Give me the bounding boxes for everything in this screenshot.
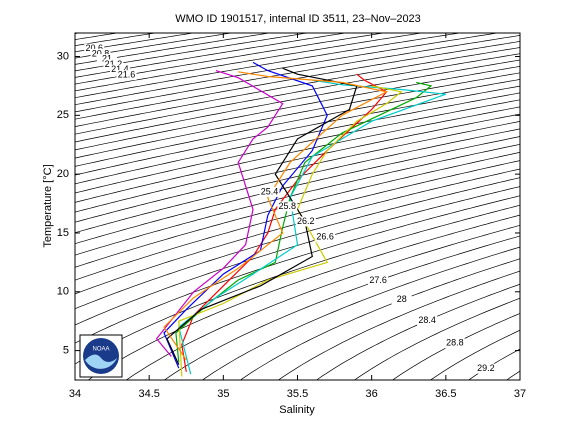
isopycnal — [75, 53, 520, 135]
isopycnal — [75, 59, 520, 143]
x-tick-label: 34 — [69, 388, 81, 400]
isopycnal — [75, 72, 520, 159]
isopycnal — [353, 297, 520, 380]
x-tick-label: 37 — [514, 388, 526, 400]
isopycnal — [75, 33, 348, 78]
isopycnal — [75, 79, 520, 167]
isopycnal — [75, 33, 120, 40]
y-tick-label: 10 — [57, 286, 69, 298]
y-tick-label: 20 — [57, 168, 69, 180]
contour-label-bg — [368, 275, 389, 286]
isopycnal — [201, 246, 520, 380]
contour-label-bg — [259, 186, 280, 197]
contour-label: 21.6 — [118, 69, 136, 79]
contour-label-bg — [391, 294, 412, 305]
x-tick-label: 36 — [366, 388, 378, 400]
profile-line — [155, 70, 284, 357]
contour-label-bg — [475, 363, 496, 374]
isopycnal — [391, 313, 520, 380]
contour-label-bg — [315, 232, 336, 243]
isopycnal — [75, 106, 520, 203]
x-tick-label: 35.5 — [287, 388, 308, 400]
profile-layer — [155, 61, 447, 377]
profile-line — [163, 71, 389, 361]
isopycnal — [75, 35, 520, 113]
x-tick-label: 36.5 — [435, 388, 456, 400]
contour-label: 26.2 — [297, 216, 315, 226]
x-tick-label: 34.5 — [138, 388, 159, 400]
contour-label: 25.4 — [261, 186, 279, 196]
contour-label: 28 — [397, 294, 407, 304]
isopycnal — [75, 33, 158, 47]
contour-label: 28.4 — [418, 315, 436, 325]
contour-label-bg — [417, 315, 438, 326]
contour-label: 20.8 — [92, 48, 110, 58]
logo-wave — [85, 354, 117, 369]
contour-label: 25.8 — [279, 201, 297, 211]
isopycnal — [75, 66, 520, 151]
isopycnal — [87, 214, 520, 380]
y-tick-label: 5 — [63, 344, 69, 356]
y-axis-label: Temperature [°C] — [42, 164, 54, 247]
axes: 34 34.5 35 35.5 36 36.5 37 5 10 15 20 25 30 — [57, 32, 526, 400]
contour-label-bg — [109, 64, 130, 75]
contour-label: 21 — [102, 53, 112, 63]
profile-line — [178, 79, 447, 375]
chart-title: WMO ID 1901517, internal ID 3511, 23–Nov… — [175, 13, 421, 25]
profile-line — [163, 61, 328, 369]
isopycnal — [75, 92, 520, 185]
contour-label: 21.4 — [111, 64, 129, 74]
contour-label-bg — [103, 59, 124, 70]
isopycnal — [75, 128, 520, 234]
isopycnal — [75, 99, 520, 194]
y-tick-label: 15 — [57, 227, 69, 239]
isopycnal — [75, 143, 520, 256]
contour-label-bg — [84, 43, 105, 54]
x-axis-label: Salinity — [279, 404, 315, 416]
isopycnal — [75, 85, 520, 176]
isopycnal — [468, 348, 520, 380]
isopycnal — [75, 33, 424, 92]
contour-label: 29.2 — [477, 363, 495, 373]
contour-label: 27.6 — [369, 275, 387, 285]
isopycnal — [75, 177, 520, 310]
isopycnal — [75, 195, 520, 344]
isopycnal — [75, 33, 386, 85]
isopycnal — [75, 47, 520, 127]
contour-label-bg — [295, 216, 316, 227]
isopycnal — [75, 160, 520, 281]
isopycnal — [315, 283, 520, 380]
logo: NOAA — [79, 334, 123, 378]
x-tick-label: 35 — [217, 388, 229, 400]
isopycnal — [75, 113, 520, 213]
contour-label: 21.2 — [105, 59, 123, 69]
y-tick-label: 30 — [57, 50, 69, 62]
contour-label: 28.8 — [446, 338, 464, 348]
y-tick-label: 25 — [57, 109, 69, 121]
profile-line — [178, 85, 403, 377]
contour-label-bg — [277, 201, 298, 212]
contour-label-bg — [116, 70, 137, 81]
isopycnal — [277, 270, 520, 380]
contour-label-bg — [444, 338, 465, 349]
contour-label: 26.6 — [316, 232, 334, 242]
isopycnal — [75, 152, 520, 268]
isopycnal — [163, 235, 520, 380]
contour-label: 20.6 — [85, 43, 103, 53]
contour-label-bg — [90, 48, 111, 59]
contour-label-bg — [96, 54, 117, 65]
isopycnal — [75, 33, 462, 99]
isopycnal — [429, 329, 520, 380]
logo-text: NOAA — [92, 347, 109, 353]
